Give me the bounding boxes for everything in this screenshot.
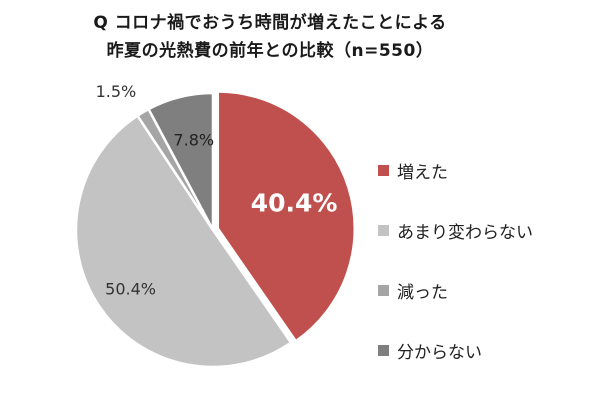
- legend-item-increased: 増えた: [378, 158, 533, 183]
- legend-label: 分からない: [397, 342, 482, 363]
- pie-slice-unknown: [147, 91, 215, 232]
- pie-slice-increased: [216, 90, 356, 343]
- chart-title-line-1: Q コロナ禍でおうち時間が増えたことによる: [93, 13, 447, 33]
- data-label-increased: 40.4%: [251, 189, 338, 218]
- pie-slice-unchanged: [74, 114, 293, 369]
- legend-label: あまり変わらない: [397, 222, 533, 243]
- data-label-unchanged: 50.4%: [105, 280, 156, 299]
- legend-swatch: [378, 164, 389, 176]
- legend-swatch: [378, 224, 389, 236]
- data-label-decreased: 1.5%: [96, 82, 137, 101]
- legend-swatch: [378, 344, 389, 356]
- legend-label: 増えた: [397, 162, 448, 183]
- legend-item-unchanged: あまり変わらない: [378, 218, 533, 243]
- data-label-unknown: 7.8%: [173, 130, 214, 149]
- legend-label: 減った: [397, 282, 448, 303]
- chart-title-line-2: 昨夏の光熱費の前年との比較（n=550）: [106, 41, 434, 61]
- legend-swatch: [378, 284, 389, 296]
- chart-legend: 増えた あまり変わらない 減った 分からない: [378, 158, 533, 398]
- legend-item-decreased: 減った: [378, 278, 533, 303]
- legend-item-unknown: 分からない: [378, 338, 533, 363]
